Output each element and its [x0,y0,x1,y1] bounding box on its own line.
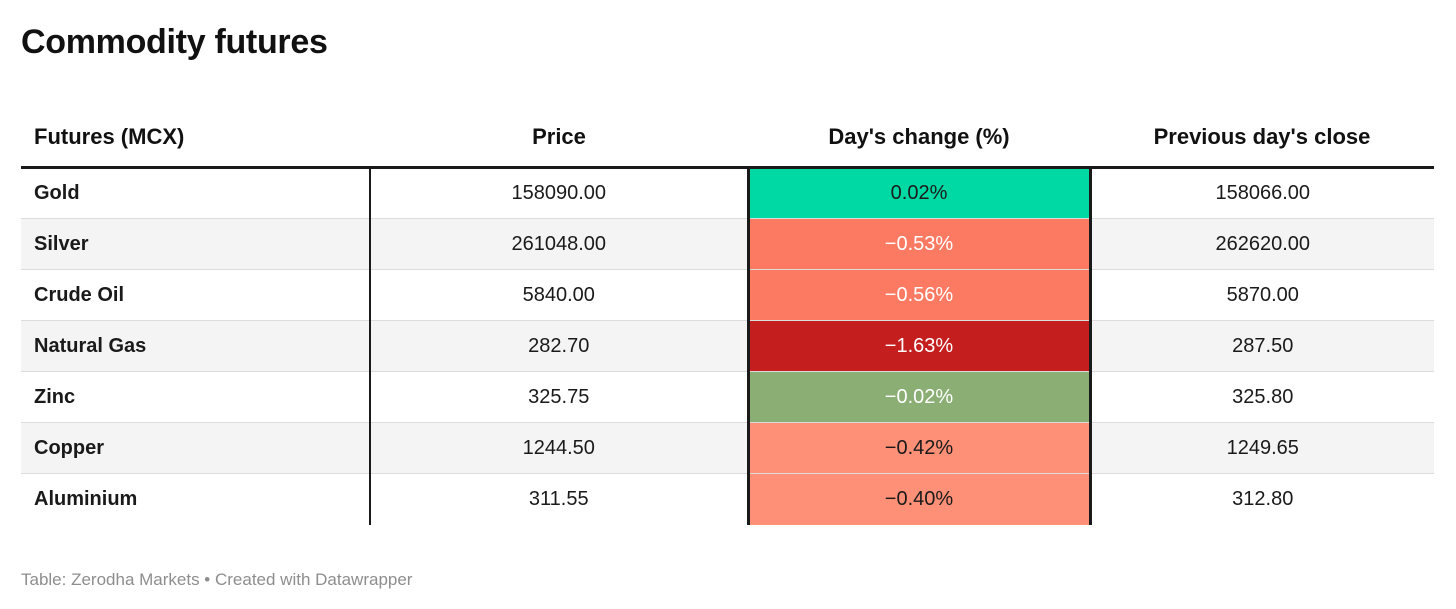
cell-prev-close: 158066.00 [1215,182,1311,204]
cell-prev-close: 325.80 [1090,371,1434,423]
cell-future-name: Silver [21,218,371,270]
table-body: Gold 158090.00 0.02% 158066.00 Silver 26… [21,167,1434,525]
table-row-silver: Silver 261048.00 −0.53% 262620.00 [21,218,1434,270]
cell-day-change: 0.02% [746,167,1092,219]
commodity-futures-table: Futures (MCX) Price Day's change (%) Pre… [21,106,1434,525]
cell-day-change: −0.56% [746,269,1092,321]
table-row-zinc: Zinc 325.75 −0.02% 325.80 [21,371,1434,423]
cell-future-name: Gold [21,167,371,219]
cell-prev-close: 1249.65 [1090,422,1434,474]
cell-price: 5840.00 [370,269,748,321]
col-header-days-change: Day's change (%) [748,106,1090,168]
table-row-copper: Copper 1244.50 −0.42% 1249.65 [21,422,1434,474]
table-header-row: Futures (MCX) Price Day's change (%) Pre… [21,106,1434,168]
cell-prev-close: 287.50 [1090,320,1434,372]
cell-future-name: Natural Gas [21,320,371,372]
cell-prev-close: 5870.00 [1090,269,1434,321]
cell-price: 1244.50 [370,422,748,474]
col-header-price: Price [370,106,748,168]
cell-prev-close: 262620.00 [1090,218,1434,270]
cell-day-change: −0.02% [746,371,1092,423]
cell-day-change: −0.53% [746,218,1092,270]
table-attribution: Table: Zerodha Markets • Created with Da… [21,569,413,589]
page-title: Commodity futures [21,23,328,61]
cell-future-name: Copper [21,422,371,474]
cell-price: 311.55 [370,473,748,525]
cell-day-change: −1.63% [746,320,1092,372]
page-container: Commodity futures Futures (MCX) Price Da… [21,23,1434,525]
cell-future-name: Aluminium [21,473,371,525]
col-header-futures: Futures (MCX) [21,106,370,168]
cell-price: 261048.00 [370,218,748,270]
cell-day-change: −0.40% [746,473,1092,525]
cell-prev-close: 312.80 [1090,473,1434,525]
cell-price: 158090.00 [511,182,607,204]
cell-future-name: Zinc [21,371,371,423]
table-row-natural-gas: Natural Gas 282.70 −1.63% 287.50 [21,320,1434,372]
table-header: Futures (MCX) Price Day's change (%) Pre… [21,106,1434,168]
table-row-gold: Gold 158090.00 0.02% 158066.00 [21,167,1434,219]
table-row-crude-oil: Crude Oil 5840.00 −0.56% 5870.00 [21,269,1434,321]
cell-price: 282.70 [370,320,748,372]
table-row-aluminium: Aluminium 311.55 −0.40% 312.80 [21,473,1434,525]
cell-price: 325.75 [370,371,748,423]
cell-day-change: −0.42% [746,422,1092,474]
cell-future-name: Crude Oil [21,269,371,321]
col-header-prev-close: Previous day's close [1090,106,1434,168]
